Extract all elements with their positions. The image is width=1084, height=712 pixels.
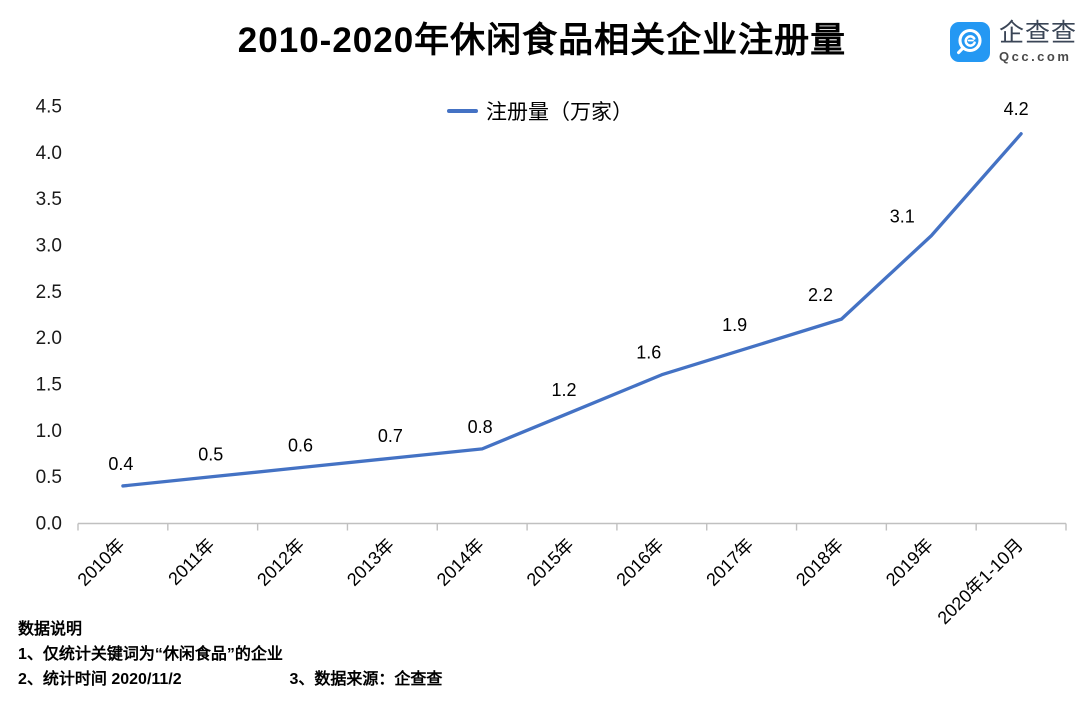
legend-series-label: 注册量（万家）	[486, 101, 633, 124]
footnote-2: 2、统计时间 2020/11/2	[18, 671, 182, 688]
x-axis-label: 2011年	[164, 535, 218, 589]
series-line	[121, 132, 1023, 488]
data-label: 1.2	[551, 380, 576, 400]
qcc-logo-text: 企查查 Qcc.com	[999, 19, 1078, 64]
x-axis-label: 2019年	[882, 535, 937, 590]
x-axis-label: 2014年	[433, 535, 488, 590]
data-label: 1.9	[722, 315, 747, 335]
y-axis-label: 4.0	[36, 143, 62, 164]
qcc-logo-domain: Qcc.com	[999, 49, 1072, 64]
footnotes: 数据说明 1、仅统计关键词为“休闲食品”的企业 2、统计时间 2020/11/2…	[18, 617, 442, 692]
y-axis-label: 1.5	[36, 375, 62, 396]
y-axis-label: 3.0	[36, 236, 62, 257]
footnote-1: 1、仅统计关键词为“休闲食品”的企业	[18, 646, 283, 663]
x-axis-label: 2016年	[612, 535, 667, 590]
x-axis-label: 2020年1-10月	[934, 535, 1027, 628]
y-axis-label: 4.5	[36, 97, 62, 118]
y-axis-label: 2.5	[36, 282, 62, 303]
chart-legend: 注册量（万家）	[447, 96, 633, 126]
qcc-logo: 企查查 Qcc.com	[950, 21, 1077, 63]
y-axis-label: 0.0	[36, 514, 62, 535]
data-label: 0.4	[108, 454, 133, 474]
data-label: 4.2	[1004, 99, 1029, 119]
x-axis-label: 2017年	[702, 535, 757, 590]
footnote-heading: 数据说明	[18, 621, 83, 638]
chart-title: 2010-2020年休闲食品相关企业注册量	[237, 21, 847, 60]
legend-line-swatch	[447, 109, 478, 113]
y-axis-label: 0.5	[36, 467, 62, 488]
x-axis-label: 2010年	[74, 535, 129, 590]
y-axis-label: 2.0	[36, 328, 62, 349]
qcc-logo-name: 企查查	[999, 19, 1078, 47]
x-axis-label: 2015年	[523, 535, 578, 590]
data-label: 1.6	[636, 343, 661, 363]
footnote-3: 3、数据来源：企查查	[289, 671, 443, 688]
footnote-2-3: 2、统计时间 2020/11/2 3、数据来源：企查查	[18, 667, 442, 692]
data-label: 2.2	[808, 285, 833, 305]
data-label: 0.7	[378, 426, 403, 446]
y-axis-label: 3.5	[36, 189, 62, 210]
data-label: 0.8	[468, 417, 493, 437]
data-label: 3.1	[890, 207, 915, 227]
data-label: 0.6	[288, 435, 313, 455]
x-axis-label: 2018年	[792, 535, 847, 590]
y-axis-label: 1.0	[36, 421, 62, 442]
qcc-logo-icon	[950, 22, 990, 62]
x-axis-label: 2013年	[343, 535, 398, 590]
data-label: 0.5	[198, 445, 223, 465]
x-axis-label: 2012年	[253, 535, 308, 590]
